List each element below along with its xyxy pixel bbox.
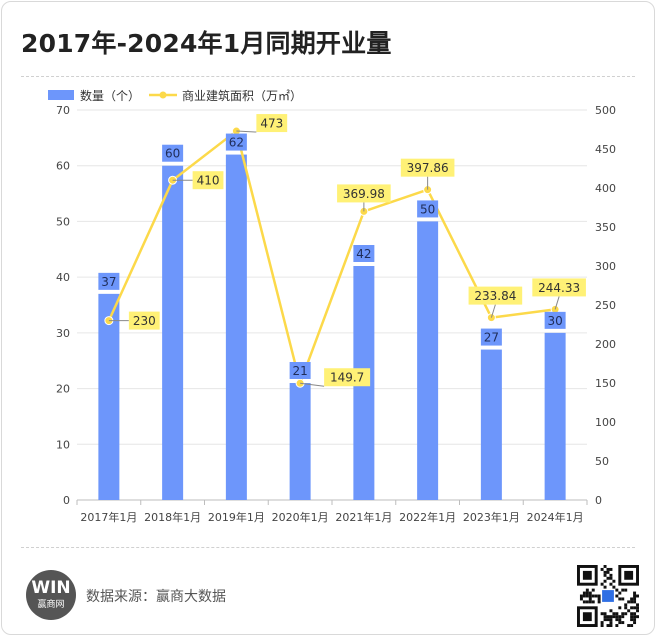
- y-left-tick-label: 0: [63, 494, 70, 507]
- bar-label-bg: [98, 272, 120, 290]
- bar: [98, 293, 120, 500]
- footer-divider: [21, 547, 635, 548]
- line-data-label: 397.86: [407, 161, 449, 175]
- x-tick-label: 2019年1月: [208, 510, 265, 524]
- y-right-tick-label: 100: [595, 416, 616, 429]
- winshang-logo-icon: WIN 赢商网: [26, 570, 76, 620]
- bar-data-label: 21: [292, 364, 307, 378]
- y-left-tick-label: 70: [56, 104, 70, 117]
- x-tick-label: 2023年1月: [463, 510, 520, 524]
- bar-data-label: 62: [229, 136, 244, 150]
- line-label-leader: [490, 304, 496, 318]
- bar-label-bg: [289, 362, 311, 379]
- x-tick-label: 2020年1月: [272, 510, 329, 524]
- bar-data-label: 30: [547, 314, 562, 328]
- line-label-bg: [337, 184, 391, 203]
- y-right-tick-label: 450: [595, 143, 616, 156]
- line-label-bg: [256, 114, 288, 133]
- y-right-tick-label: 150: [595, 377, 616, 390]
- x-tick-label: 2017年1月: [80, 510, 137, 524]
- legend-line-marker: [159, 91, 167, 99]
- y-left-tick-label: 20: [56, 383, 70, 396]
- bar: [417, 221, 439, 500]
- bar: [225, 154, 247, 501]
- line-label-leader: [300, 382, 325, 387]
- chart-title: 2017年-2024年1月同期开业量: [21, 29, 392, 58]
- bar: [289, 383, 311, 500]
- y-right-tick-label: 400: [595, 182, 616, 195]
- title-divider: [21, 76, 635, 77]
- bar-label-bg: [225, 133, 247, 151]
- x-tick-label: 2018年1月: [144, 510, 201, 524]
- bar-label-bg: [480, 328, 502, 346]
- line-label-leader: [554, 296, 560, 310]
- bar-label-bg: [417, 200, 439, 218]
- bar-label-bg: [544, 311, 566, 329]
- line-data-label: 410: [197, 174, 220, 188]
- y-right-tick-label: 200: [595, 338, 616, 351]
- bar: [162, 165, 184, 500]
- line-label-bg: [468, 286, 523, 305]
- y-left-tick-label: 30: [56, 327, 70, 340]
- line-data-label: 230: [133, 314, 156, 328]
- line-data-label: 233.84: [474, 289, 516, 303]
- line-label-leader: [236, 130, 257, 133]
- logo-mark: WIN: [31, 578, 71, 598]
- y-left-tick-label: 50: [56, 215, 70, 228]
- line-label-bg: [192, 171, 224, 190]
- line-data-label: 369.98: [343, 187, 385, 201]
- bar-label-bg: [353, 245, 375, 262]
- line-data-label: 149.7: [330, 371, 364, 385]
- x-tick-label: 2022年1月: [399, 510, 456, 524]
- line-label-bg: [400, 158, 455, 177]
- legend-bar-swatch: [48, 90, 74, 100]
- bar-data-label: 50: [420, 202, 435, 216]
- y-left-tick-label: 60: [56, 160, 70, 173]
- x-tick-label: 2024年1月: [527, 510, 584, 524]
- legend-line-label: 商业建筑面积（万㎡）: [182, 88, 302, 103]
- x-tick-label: 2021年1月: [335, 510, 392, 524]
- line-data-label: 473: [260, 117, 283, 131]
- y-left-tick-label: 10: [56, 438, 70, 451]
- y-right-tick-label: 300: [595, 260, 616, 273]
- legend-bar-label: 数量（个）: [80, 88, 140, 103]
- qr-code-icon[interactable]: [577, 565, 639, 627]
- y-right-tick-label: 0: [595, 494, 602, 507]
- y-right-tick-label: 500: [595, 104, 616, 117]
- chart-canvas: 0 10 20 30 40 50 60 70 0 50 100 150 200 250 300 350 400 4…: [48, 88, 616, 524]
- bar-data-label: 42: [356, 247, 371, 261]
- logo-name: 赢商网: [37, 600, 65, 610]
- bar: [480, 349, 502, 500]
- y-right-tick-label: 350: [595, 221, 616, 234]
- y-right-tick-label: 250: [595, 299, 616, 312]
- y-left-tick-label: 40: [56, 271, 70, 284]
- bar-data-label: 27: [484, 331, 499, 345]
- bar: [544, 332, 566, 500]
- y-right-tick-label: 50: [595, 455, 609, 468]
- line-label-bg: [128, 311, 160, 330]
- line-label-bg: [324, 368, 371, 387]
- line-label-bg: [532, 278, 586, 297]
- bar-data-label: 60: [165, 147, 180, 161]
- line-data-label: 244.33: [538, 281, 580, 295]
- data-source: 数据来源：赢商大数据: [86, 589, 226, 605]
- bar-label-bg: [162, 144, 184, 162]
- bar-data-label: 37: [101, 275, 116, 289]
